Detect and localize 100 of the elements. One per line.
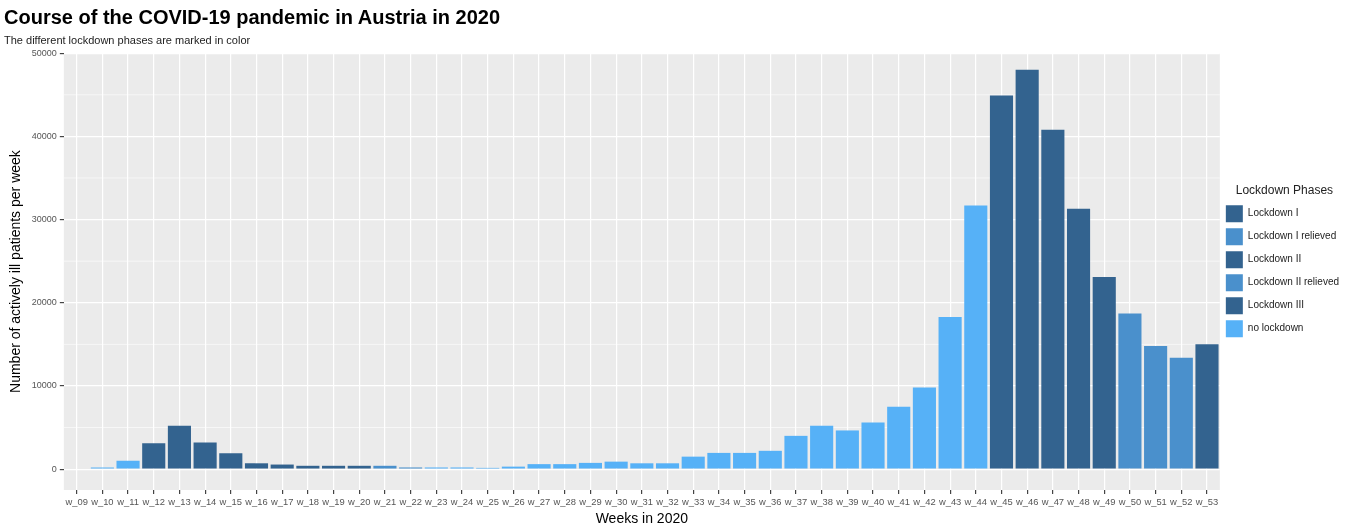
bar (912, 387, 936, 469)
x-tick-label: w_42 (912, 496, 936, 508)
bar (347, 465, 371, 469)
legend-label: no lockdown (1247, 322, 1304, 334)
x-tick-label: w_35 (732, 496, 756, 508)
bar (116, 460, 140, 469)
x-tick-label: w_26 (501, 496, 525, 508)
x-tick-label: w_36 (758, 496, 782, 508)
x-tick-label: w_53 (1194, 496, 1219, 508)
bar (1118, 313, 1142, 469)
x-tick-label: w_24 (449, 496, 474, 508)
x-tick-label: w_20 (347, 496, 371, 508)
bar (758, 450, 782, 469)
legend-label: Lockdown I relieved (1247, 230, 1337, 242)
x-tick-label: w_12 (141, 496, 165, 508)
y-axis-title: Number of actively ill patients per week (7, 149, 24, 393)
x-tick-label: w_34 (706, 496, 731, 508)
bar (1066, 208, 1091, 469)
legend-label: Lockdown I (1247, 207, 1299, 219)
x-tick-label: w_39 (835, 496, 859, 508)
x-tick-label: w_27 (526, 496, 551, 508)
x-tick-label: w_23 (424, 496, 448, 508)
bar (989, 95, 1014, 469)
legend-label: Lockdown II relieved (1247, 276, 1340, 288)
bar (938, 316, 962, 469)
x-tick-label: w_14 (192, 496, 217, 508)
bar (655, 463, 680, 469)
bar (527, 464, 551, 469)
bar (1041, 129, 1065, 469)
legend-label: Lockdown II (1247, 253, 1302, 265)
bar (1195, 344, 1219, 469)
x-tick-label: w_11 (116, 496, 139, 508)
bar (553, 464, 577, 469)
legend-label: Lockdown III (1247, 299, 1304, 311)
y-tick-label: 50000 (31, 47, 57, 58)
bar (810, 425, 834, 469)
x-tick-label: w_25 (475, 496, 499, 508)
bar (1092, 276, 1116, 469)
x-tick-label: w_47 (1040, 496, 1065, 508)
bar (707, 452, 731, 469)
x-axis-title: Weeks in 2020 (595, 510, 689, 527)
y-tick-label: 20000 (31, 297, 57, 308)
bar (193, 442, 217, 469)
x-tick-label: w_28 (552, 496, 576, 508)
bar (630, 463, 654, 469)
x-tick-label: w_32 (655, 496, 679, 508)
x-tick-label: w_52 (1169, 496, 1193, 508)
bar (1169, 357, 1193, 469)
bar (167, 425, 191, 469)
x-tick-label: w_38 (809, 496, 833, 508)
x-tick-label: w_37 (783, 496, 808, 508)
bar (733, 452, 757, 469)
x-tick-label: w_17 (269, 496, 294, 508)
x-tick-label: w_09 (64, 496, 88, 508)
bar (578, 462, 603, 469)
y-tick-label: 30000 (31, 214, 57, 225)
x-tick-label: w_44 (963, 496, 987, 508)
x-tick-label: w_30 (603, 496, 628, 508)
chart-subtitle: The different lockdown phases are marked in color (4, 33, 251, 46)
bar (784, 435, 808, 469)
x-tick-label: w_46 (1014, 496, 1039, 508)
x-tick-label: w_50 (1117, 496, 1142, 508)
bar (861, 422, 885, 469)
x-tick-label: w_40 (860, 496, 885, 508)
x-tick-label: w_31 (629, 496, 654, 508)
bar (604, 461, 628, 469)
x-tick-label: w_18 (295, 496, 320, 508)
x-tick-label: w_16 (244, 496, 268, 508)
y-tick-label: 10000 (31, 380, 57, 391)
bar (244, 463, 269, 469)
bar (322, 465, 346, 469)
legend-title: Lockdown Phases (1235, 183, 1334, 198)
x-tick-label: w_33 (681, 496, 705, 508)
x-tick-label: w_43 (937, 496, 962, 508)
bar (373, 465, 397, 469)
x-tick-label: w_49 (1092, 496, 1116, 508)
bar (1144, 346, 1168, 469)
chart-title: Course of the COVID-19 pandemic in Austria in 2020 (4, 5, 501, 28)
x-tick-label: w_22 (398, 496, 422, 508)
bar (1015, 69, 1039, 469)
bar (219, 453, 243, 469)
x-tick-label: w_10 (90, 496, 114, 508)
bar (887, 406, 911, 469)
x-tick-label: w_41 (886, 496, 910, 508)
bar (142, 443, 166, 469)
bar (835, 430, 859, 469)
x-tick-label: w_48 (1066, 496, 1090, 508)
x-tick-label: w_45 (989, 496, 1013, 508)
x-tick-label: w_51 (1143, 496, 1167, 508)
bar (681, 456, 705, 469)
x-tick-label: w_13 (167, 496, 191, 508)
x-tick-label: w_19 (321, 496, 345, 508)
y-tick-label: 0 (51, 463, 57, 474)
x-tick-label: w_29 (578, 496, 602, 508)
y-tick-label: 40000 (31, 130, 57, 141)
bar (296, 465, 320, 469)
bar (964, 205, 988, 469)
x-tick-label: w_21 (372, 496, 397, 508)
bar (270, 464, 294, 469)
x-tick-label: w_15 (218, 496, 243, 508)
